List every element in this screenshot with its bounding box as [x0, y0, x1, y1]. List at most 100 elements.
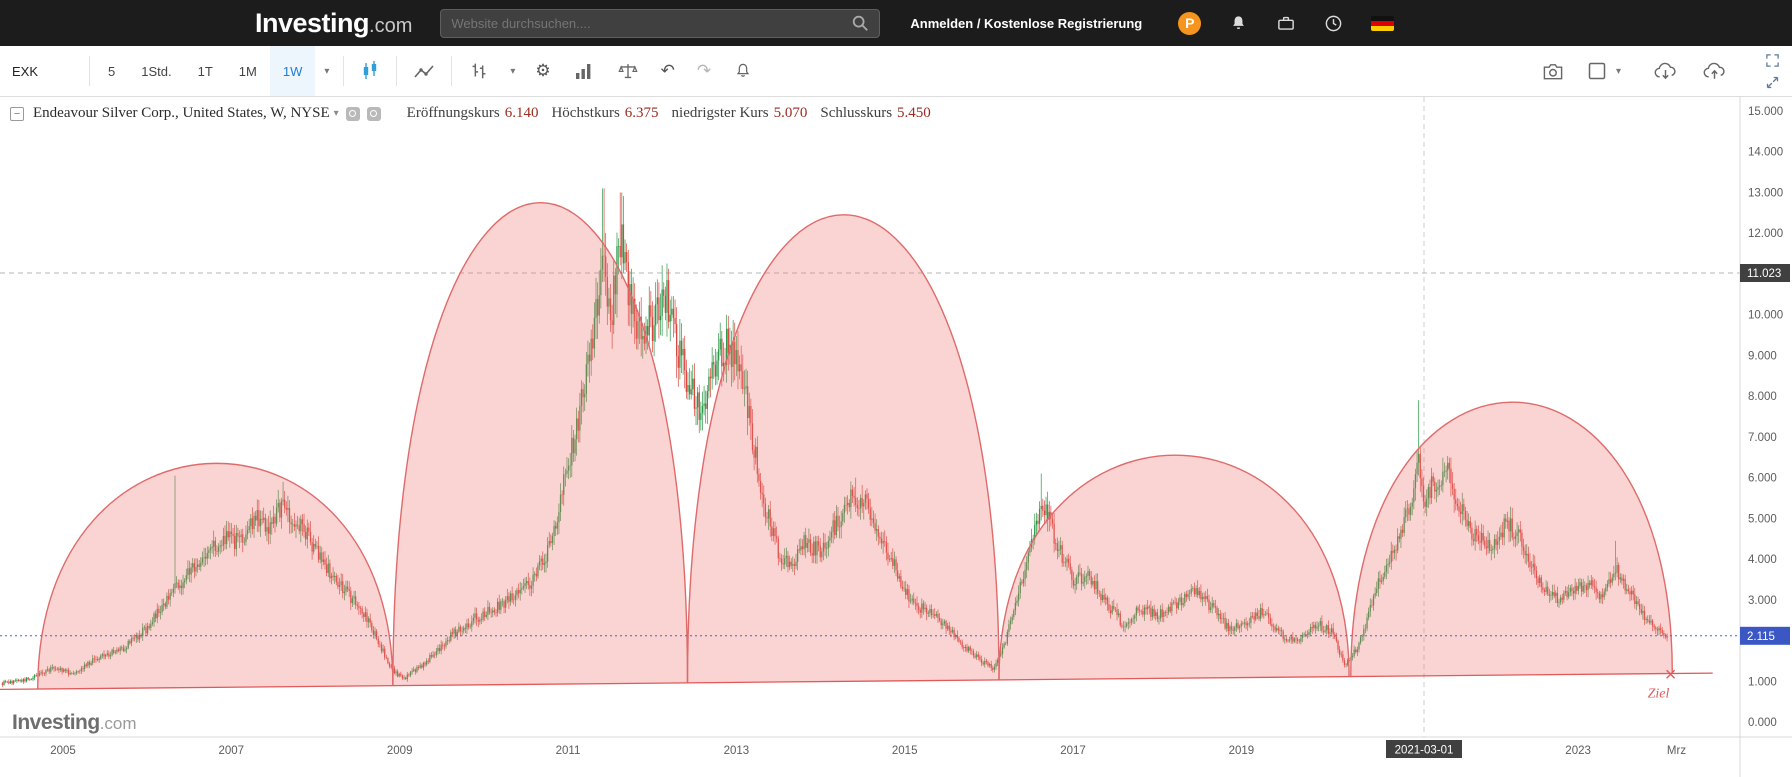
- timeframe-1month-button[interactable]: 1M: [238, 63, 257, 79]
- create-alert-bell-icon[interactable]: [722, 46, 764, 96]
- line-chart-type-icon[interactable]: [402, 46, 446, 96]
- topbar-content: Investing.com Anmelden / Kostenlose Regi…: [255, 8, 1395, 39]
- svg-text:5.000: 5.000: [1748, 513, 1777, 525]
- svg-text:0.000: 0.000: [1748, 717, 1777, 729]
- watermark-suffix: .com: [99, 714, 137, 733]
- chart-header: − Endeavour Silver Corp., United States,…: [10, 105, 931, 122]
- collapse-panel-icon[interactable]: −: [10, 106, 24, 121]
- open-label: Eröffnungskurs: [406, 105, 500, 121]
- login-register-link[interactable]: Anmelden / Kostenlose Registrierung: [910, 15, 1143, 31]
- chart-area: Ziel 15.000 14.000 13.000 12.000 10.000 9.000 8…: [0, 97, 1792, 777]
- ohlc-bars-chart-type-icon[interactable]: [457, 46, 501, 96]
- redo-glyph: ↷: [696, 61, 712, 80]
- low-value: 5.070: [773, 105, 808, 121]
- svg-text:9.000: 9.000: [1748, 350, 1777, 362]
- svg-text:6.000: 6.000: [1748, 473, 1777, 485]
- investing-logo[interactable]: Investing.com: [255, 8, 412, 39]
- candlesticks: [1, 188, 1668, 687]
- high-price: Höchstkurs 6.375: [551, 105, 658, 122]
- svg-text:2013: 2013: [724, 745, 750, 757]
- time-axis[interactable]: 2005 2007 2009 2011 2013 2015 2017 2019 2023 Mrz: [50, 745, 1686, 757]
- redo-icon[interactable]: ↷: [686, 46, 722, 96]
- svg-text:12.000: 12.000: [1748, 228, 1783, 240]
- close-label: Schlusskurs: [820, 105, 893, 121]
- svg-text:1.000: 1.000: [1748, 676, 1777, 688]
- cloud-load-icon[interactable]: [1641, 46, 1690, 96]
- svg-text:Mrz: Mrz: [1667, 745, 1686, 757]
- symbol-label[interactable]: EXK: [12, 63, 39, 79]
- top-navigation-bar: Investing.com Anmelden / Kostenlose Regi…: [0, 0, 1792, 46]
- topbar-icon-group: P: [1178, 11, 1395, 35]
- svg-text:2009: 2009: [387, 745, 413, 757]
- toolbar-separator: [343, 56, 345, 86]
- toolbar-separator: [89, 56, 91, 86]
- expand-arrows-icon[interactable]: [1765, 75, 1780, 90]
- low-label: niedrigster Kurs: [671, 105, 769, 121]
- current-price-badge: 2.115: [1740, 626, 1790, 645]
- support-trendline: [0, 672, 1713, 691]
- search-icon[interactable]: [851, 14, 869, 32]
- toolbar-left-group: EXK 5 1Std. 1T 1M 1W ▾: [0, 46, 764, 96]
- svg-text:10.000: 10.000: [1748, 310, 1783, 322]
- ohlc-readout: Eröffnungskurs 6.140 Höchstkurs 6.375 ni…: [407, 105, 931, 122]
- chart-settings-gear-icon[interactable]: ⚙: [524, 46, 561, 96]
- toolbar-separator: [396, 56, 398, 86]
- high-value: 6.375: [624, 105, 659, 121]
- high-label: Höchstkurs: [551, 105, 620, 121]
- portfolio-briefcase-icon[interactable]: [1276, 14, 1296, 33]
- site-search-box[interactable]: [440, 8, 881, 38]
- target-label: Ziel: [1648, 686, 1670, 701]
- chart-layout-icon[interactable]: ▾: [1576, 46, 1641, 96]
- compare-scales-icon[interactable]: [606, 46, 650, 96]
- undo-icon[interactable]: ↶: [650, 46, 686, 96]
- chevron-down-icon[interactable]: ▾: [333, 108, 339, 119]
- language-flag-germany[interactable]: [1371, 15, 1395, 31]
- svg-text:11.023: 11.023: [1747, 268, 1781, 280]
- indicators-icon[interactable]: [562, 46, 606, 96]
- candlestick-chart-type-icon[interactable]: [349, 46, 391, 96]
- timeframe-1day-button[interactable]: 1T: [197, 63, 213, 79]
- layout-dropdown-caret-icon[interactable]: ▾: [1615, 65, 1621, 77]
- price-chart-canvas[interactable]: Ziel 15.000 14.000 13.000 12.000 10.000 9.000 8…: [0, 97, 1792, 777]
- chart-type-dropdown-caret-icon[interactable]: ▾: [510, 65, 516, 77]
- svg-text:7.000: 7.000: [1748, 432, 1777, 444]
- timeframe-dropdown-caret-icon[interactable]: ▾: [324, 65, 330, 77]
- instrument-title[interactable]: Endeavour Silver Corp., United States, W…: [33, 105, 330, 121]
- svg-text:2021-03-01: 2021-03-01: [1395, 745, 1454, 757]
- fullscreen-controls: [1765, 53, 1784, 90]
- svg-text:13.000: 13.000: [1748, 188, 1783, 200]
- cloud-save-icon[interactable]: [1690, 46, 1739, 96]
- crosshair-date-badge: 2021-03-01: [1386, 740, 1462, 758]
- close-price: Schlusskurs 5.450: [820, 105, 930, 122]
- gear-glyph: ⚙: [535, 61, 551, 80]
- low-price: niedrigster Kurs 5.070: [672, 105, 808, 122]
- market-hours-clock-icon[interactable]: [1324, 14, 1343, 33]
- cycle-domes: [37, 201, 1673, 690]
- toolbar-separator: [451, 56, 453, 86]
- timeframe-5min-button[interactable]: 5: [108, 63, 116, 79]
- timeframe-1week-button[interactable]: 1W: [269, 46, 316, 96]
- fullscreen-expand-icon[interactable]: [1765, 53, 1780, 68]
- investing-pro-icon[interactable]: P: [1178, 11, 1202, 35]
- notifications-bell-icon[interactable]: [1229, 14, 1248, 33]
- svg-text:2011: 2011: [556, 745, 581, 757]
- svg-text:14.000: 14.000: [1748, 147, 1783, 159]
- svg-text:2005: 2005: [50, 745, 76, 757]
- series-settings-icon[interactable]: [366, 106, 381, 121]
- visibility-toggle-icon[interactable]: [345, 106, 360, 121]
- svg-text:4.000: 4.000: [1748, 554, 1777, 566]
- undo-glyph: ↶: [660, 61, 675, 80]
- watermark-main: Investing: [12, 711, 100, 734]
- open-value: 6.140: [504, 105, 539, 121]
- svg-text:3.000: 3.000: [1748, 595, 1777, 607]
- svg-text:2019: 2019: [1229, 745, 1255, 757]
- svg-text:2015: 2015: [892, 745, 918, 757]
- price-axis[interactable]: 15.000 14.000 13.000 12.000 10.000 9.000 8.000…: [1748, 106, 1783, 729]
- screenshot-camera-icon[interactable]: [1530, 46, 1576, 96]
- search-input[interactable]: [451, 15, 852, 31]
- svg-text:15.000: 15.000: [1748, 106, 1783, 118]
- svg-text:2017: 2017: [1060, 745, 1086, 757]
- chart-toolbar: EXK 5 1Std. 1T 1M 1W ▾: [0, 46, 1792, 97]
- timeframe-1hour-button[interactable]: 1Std.: [141, 63, 172, 79]
- marked-price-badge: 11.023: [1740, 264, 1790, 282]
